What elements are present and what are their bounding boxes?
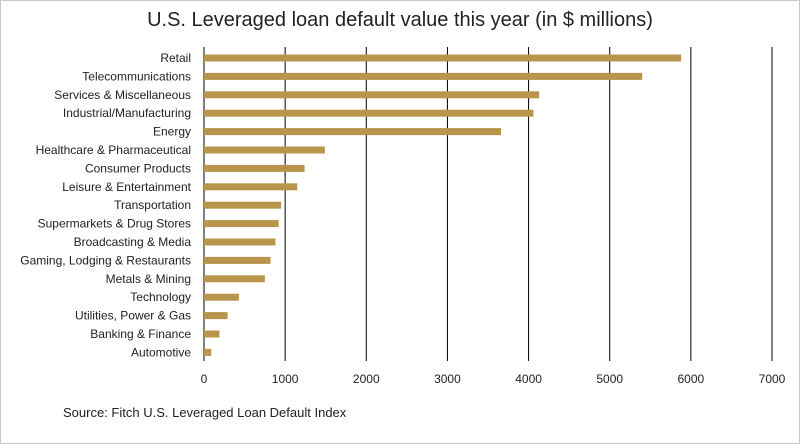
bar (204, 183, 298, 191)
bar (204, 164, 305, 172)
x-tick-label: 5000 (596, 372, 623, 386)
category-label: Consumer Products (85, 161, 191, 175)
bar (204, 91, 540, 99)
bar (204, 293, 239, 301)
x-tick-label: 4000 (515, 372, 542, 386)
category-label: Services & Miscellaneous (54, 88, 191, 102)
category-label: Banking & Finance (90, 327, 191, 341)
category-label: Automotive (131, 345, 191, 359)
x-tick-label: 6000 (678, 372, 705, 386)
category-label: Retail (160, 51, 191, 65)
bar (204, 330, 220, 338)
bar (204, 238, 276, 246)
chart-source: Source: Fitch U.S. Leveraged Loan Defaul… (63, 405, 347, 420)
bar (204, 109, 534, 117)
category-label: Utilities, Power & Gas (75, 309, 191, 323)
category-label: Healthcare & Pharmaceutical (36, 143, 191, 157)
bar (204, 146, 325, 154)
bar (204, 256, 271, 264)
category-label: Energy (153, 125, 191, 139)
x-tick-label: 0 (201, 372, 208, 386)
x-tick-label: 3000 (434, 372, 461, 386)
category-label: Metals & Mining (106, 272, 191, 286)
bar (204, 220, 279, 228)
category-label: Gaming, Lodging & Restaurants (20, 253, 191, 267)
bar (204, 312, 228, 320)
x-tick-label: 2000 (353, 372, 380, 386)
bar (204, 348, 212, 356)
chart-title: U.S. Leveraged loan default value this y… (147, 9, 653, 31)
category-label: Broadcasting & Media (74, 235, 192, 249)
bar (204, 54, 682, 62)
category-label: Transportation (114, 198, 191, 212)
bar (204, 128, 501, 136)
x-tick-label: 1000 (272, 372, 299, 386)
category-label: Industrial/Manufacturing (63, 106, 191, 120)
bar (204, 201, 282, 209)
bar (204, 275, 265, 283)
category-label: Leisure & Entertainment (62, 180, 191, 194)
bar (204, 72, 643, 80)
x-tick-label: 7000 (759, 372, 786, 386)
category-label: Supermarkets & Drug Stores (38, 217, 191, 231)
category-label: Telecommunications (82, 69, 191, 83)
category-label: Technology (130, 290, 191, 304)
